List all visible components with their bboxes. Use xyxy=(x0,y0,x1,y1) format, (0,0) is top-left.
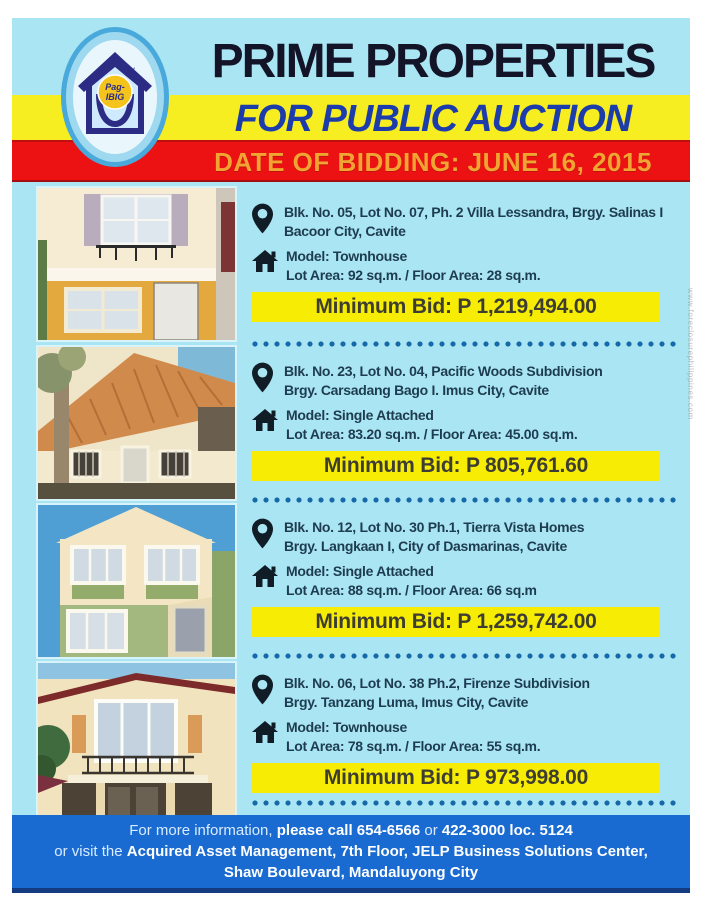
listing-area: Lot Area: 83.20 sq.m. / Floor Area: 45.0… xyxy=(286,426,578,442)
listing-4-model-row: Model: Townhouse Lot Area: 78 sq.m. / Fl… xyxy=(252,718,688,756)
page-subtitle: FOR PUBLIC AUCTION xyxy=(234,98,632,140)
flyer-body: PRIME PROPERTIES FOR PUBLIC AUCTION DATE… xyxy=(12,18,690,893)
footer-line3: Shaw Boulevard, Mandaluyong City xyxy=(224,862,478,883)
vertical-watermark: www.foreclosurephilippines.com xyxy=(686,288,695,420)
dotted-separator xyxy=(252,653,676,659)
minimum-bid-banner: Minimum Bid: P 805,761.60 xyxy=(252,451,660,481)
listing-area: Lot Area: 88 sq.m. / Floor Area: 66 sq.m xyxy=(286,582,537,598)
footer-contact-band: For more information, please call 654-65… xyxy=(12,815,690,893)
listing-address-line1: Blk. No. 12, Lot No. 30 Ph.1, Tierra Vis… xyxy=(284,519,585,535)
listing-1-location-row: Blk. No. 05, Lot No. 07, Ph. 2 Villa Les… xyxy=(252,203,688,241)
listing-address-line1: Blk. No. 06, Lot No. 38 Ph.2, Firenze Su… xyxy=(284,675,590,691)
location-pin-icon xyxy=(252,518,273,556)
listing-2: Blk. No. 23, Lot No. 04, Pacific Woods S… xyxy=(252,362,688,481)
footer-line2-prefix: or visit the xyxy=(54,843,127,860)
pag-ibig-logo-icon: Pag- IBIG xyxy=(61,27,169,167)
footer-address-bold: Acquired Asset Management, 7th Floor, JE… xyxy=(126,843,648,860)
listing-address-line2: Brgy. Carsadang Bago I. Imus City, Cavit… xyxy=(284,382,549,398)
property-photo-4 xyxy=(38,663,235,815)
minimum-bid-banner: Minimum Bid: P 973,998.00 xyxy=(252,763,660,793)
logo-text-line2: IBIG xyxy=(106,92,125,102)
footer-line1-or: or xyxy=(420,822,442,839)
listing-address-line2: Brgy. Tanzang Luma, Imus City, Cavite xyxy=(284,694,529,710)
minimum-bid-banner: Minimum Bid: P 1,259,742.00 xyxy=(252,607,660,637)
logo-text-line1: Pag- xyxy=(105,82,125,92)
minimum-bid-text: Minimum Bid: P 973,998.00 xyxy=(323,766,589,789)
bidding-date-banner: DATE OF BIDDING: JUNE 16, 2015 xyxy=(214,147,652,177)
listing-4: Blk. No. 06, Lot No. 38 Ph.2, Firenze Su… xyxy=(252,674,688,793)
two-storey-green-photo-illustration xyxy=(38,505,235,657)
minimum-bid-text: Minimum Bid: P 1,219,494.00 xyxy=(315,295,597,318)
listing-address-line1: Blk. No. 23, Lot No. 04, Pacific Woods S… xyxy=(284,363,603,379)
listing-address-line2: Brgy. Langkaan I, City of Dasmarinas, Ca… xyxy=(284,538,567,554)
listing-address-line1: Blk. No. 05, Lot No. 07, Ph. 2 Villa Les… xyxy=(284,204,663,220)
location-pin-icon xyxy=(252,203,273,241)
footer-phone-2: 422-3000 loc. 5124 xyxy=(441,822,573,839)
footer-city-bold: Shaw Boulevard, Mandaluyong City xyxy=(223,864,479,881)
property-photo-1 xyxy=(38,188,235,340)
listing-3-model-row: Model: Single Attached Lot Area: 88 sq.m… xyxy=(252,562,688,600)
footer-phone-1: please call 654-6566 xyxy=(276,822,421,839)
property-photo-2 xyxy=(38,347,235,499)
listing-2-model-row: Model: Single Attached Lot Area: 83.20 s… xyxy=(252,406,688,444)
pag-ibig-logo: Pag- IBIG xyxy=(60,26,170,168)
footer-line1-prefix: For more information, xyxy=(129,822,277,839)
page-title: PRIME PROPERTIES xyxy=(211,35,657,88)
listing-model: Model: Townhouse xyxy=(286,719,407,735)
footer-line1: For more information, please call 654-65… xyxy=(129,820,573,841)
house-icon xyxy=(252,406,278,444)
listing-3-location-row: Blk. No. 12, Lot No. 30 Ph.1, Tierra Vis… xyxy=(252,518,688,556)
listing-model: Model: Townhouse xyxy=(286,248,407,264)
townhouse-photo-illustration xyxy=(38,188,235,340)
footer-line2: or visit the Acquired Asset Management, … xyxy=(54,841,647,862)
location-pin-icon xyxy=(252,674,273,712)
minimum-bid-text: Minimum Bid: P 805,761.60 xyxy=(323,454,589,477)
listing-model: Model: Single Attached xyxy=(286,407,434,423)
location-pin-icon xyxy=(252,362,273,400)
house-icon xyxy=(252,562,278,600)
listing-3: Blk. No. 12, Lot No. 30 Ph.1, Tierra Vis… xyxy=(252,518,688,637)
listing-1-model-row: Model: Townhouse Lot Area: 92 sq.m. / Fl… xyxy=(252,247,688,285)
property-photo-3 xyxy=(38,505,235,657)
minimum-bid-text: Minimum Bid: P 1,259,742.00 xyxy=(315,610,597,633)
listing-area: Lot Area: 92 sq.m. / Floor Area: 28 sq.m… xyxy=(286,267,541,283)
listing-area: Lot Area: 78 sq.m. / Floor Area: 55 sq.m… xyxy=(286,738,541,754)
dotted-separator xyxy=(252,800,676,806)
listing-1: Blk. No. 05, Lot No. 07, Ph. 2 Villa Les… xyxy=(252,203,688,322)
dotted-separator xyxy=(252,341,676,347)
listing-4-location-row: Blk. No. 06, Lot No. 38 Ph.2, Firenze Su… xyxy=(252,674,688,712)
dotted-separator xyxy=(252,497,676,503)
listing-2-location-row: Blk. No. 23, Lot No. 04, Pacific Woods S… xyxy=(252,362,688,400)
listing-model: Model: Single Attached xyxy=(286,563,434,579)
house-icon xyxy=(252,247,278,285)
minimum-bid-banner: Minimum Bid: P 1,219,494.00 xyxy=(252,292,660,322)
house-icon xyxy=(252,718,278,756)
single-attached-photo-illustration xyxy=(38,347,235,499)
townhouse-balcony-photo-illustration xyxy=(38,663,235,815)
listing-address-line2: Bacoor City, Cavite xyxy=(284,223,406,239)
